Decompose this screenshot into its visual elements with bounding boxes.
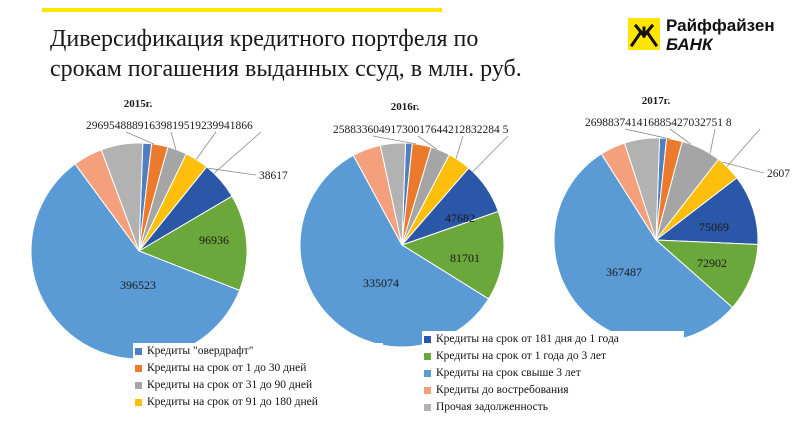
legend-label: Кредиты на срок от 31 до 90 дней — [147, 379, 313, 391]
pie-outer-label-row-1: 25883360491730017644212832284 5 — [333, 124, 509, 136]
legend-swatch — [424, 387, 431, 394]
legend-swatch — [135, 382, 142, 389]
leader-line-right-0 — [208, 167, 257, 176]
pie-title-2: 2017г. — [642, 95, 671, 107]
leader-line-1-0 — [372, 135, 417, 145]
leader-line-2-2 — [709, 128, 716, 154]
pie-slice-2-5 — [654, 239, 759, 309]
pie-chart-2: 75069 72902 367487 2017г. 269883741416885427… — [553, 95, 790, 343]
legend-label: Кредиты на срок от 1 до 30 дней — [147, 362, 307, 374]
leader-line-2-1 — [669, 128, 692, 145]
legend-left-item-3: Кредиты на срок от 91 до 180 дней — [133, 394, 383, 411]
pie-title-0: 2015г. — [124, 98, 153, 110]
legend-right-item-2: Кредиты на срок свыше 3 лет — [422, 365, 684, 382]
slide-title-line-1: Диверсификация кредитного портфеля по — [50, 26, 479, 52]
leader-line-2-0 — [624, 128, 671, 140]
leader-line-0-2 — [195, 131, 217, 160]
pie-outer-label-row-2: 269883741416885427032751 8 — [585, 117, 732, 129]
legend-swatch — [135, 399, 142, 406]
legend-left: Кредиты "овердрафт" Кредиты на срок от 1 … — [133, 343, 383, 411]
pie-outer-label-row-0: 29695488891639819519239941866 — [86, 120, 253, 132]
leader-line-0-3 — [213, 131, 262, 174]
title-accent-bar — [42, 8, 442, 12]
pie-data-label-2-5: 72902 — [697, 256, 727, 270]
legend-label: Кредиты "овердрафт" — [147, 345, 254, 357]
pie-slice-0-8 — [100, 142, 144, 252]
pie-data-label-1-6: 335074 — [363, 276, 399, 290]
logo-line-2: БАНК — [666, 35, 713, 54]
pie-slice-1-8 — [379, 142, 407, 246]
pie-data-label-1-4: 47682 — [445, 211, 475, 225]
leader-line-0-0 — [125, 131, 155, 145]
leader-line-2-3 — [726, 128, 761, 167]
pie-data-label-0-6: 396523 — [120, 278, 156, 292]
legend-left-item-2: Кредиты на срок от 31 до 90 дней — [133, 377, 383, 394]
pie-data-label-2-6: 367487 — [606, 265, 642, 279]
legend-label: Кредиты до востребования — [436, 384, 569, 396]
pie-slice-0-5 — [137, 195, 248, 292]
slide-title: Диверсификация кредитного портфеля по ср… — [50, 24, 610, 84]
legend-label: Кредиты на срок от 181 дня до 1 года — [436, 333, 619, 345]
legend-label: Кредиты на срок от 1 года до 3 лет — [436, 350, 606, 362]
legend-swatch — [135, 365, 142, 372]
raiffeisen-logo: Райффайзен БАНК — [628, 16, 798, 60]
logo-wordmark: Райффайзен БАНК — [666, 16, 798, 54]
legend-swatch — [424, 370, 431, 377]
pie-data-label-2-4: 75069 — [699, 220, 729, 234]
legend-label: Кредиты на срок свыше 3 лет — [436, 367, 581, 379]
legend-right-item-1: Кредиты на срок от 1 года до 3 лет — [422, 348, 684, 365]
leader-line-right-2 — [721, 161, 765, 174]
legend-swatch — [135, 348, 142, 355]
raiffeisen-gable-cross-icon — [628, 18, 660, 50]
pie-slice-0-6 — [30, 163, 241, 360]
pie-outer-label-right-2: 2607 — [767, 168, 790, 180]
leader-line-1-2 — [455, 135, 464, 159]
legend-label: Прочая задолженность — [436, 401, 549, 413]
legend-label: Кредиты на срок от 91 до 180 дней — [147, 396, 318, 408]
legend-right: Кредиты на срок от 181 дня до 1 года Кред… — [422, 331, 684, 416]
pie-chart-0: 96936 396523 2015г. 29695488891639819519239… — [30, 98, 288, 360]
pie-slice-2-6 — [553, 153, 734, 343]
legend-swatch — [424, 353, 431, 360]
legend-right-item-4: Прочая задолженность — [422, 399, 684, 416]
legend-swatch — [424, 404, 431, 411]
pie-outer-label-right-0: 38617 — [259, 170, 288, 182]
pie-title-1: 2016г. — [391, 101, 420, 113]
pie-slice-2-8 — [623, 137, 661, 241]
pie-data-label-1-5: 81701 — [450, 251, 480, 265]
logo-line-1: Райффайзен — [666, 16, 775, 35]
legend-left-item-1: Кредиты на срок от 1 до 30 дней — [133, 360, 383, 377]
legend-swatch — [424, 336, 431, 343]
legend-right-item-3: Кредиты до востребования — [422, 382, 684, 399]
pie-chart-1: 47682 81701 335074 2016г. 258833604917300176… — [299, 101, 509, 348]
leader-line-1-1 — [417, 135, 438, 150]
pie-slice-1-5 — [400, 210, 505, 300]
leader-line-1-3 — [472, 135, 509, 172]
pie-slice-2-4 — [654, 177, 759, 246]
legend-right-item-0: Кредиты на срок от 181 дня до 1 года — [422, 331, 684, 348]
pie-data-label-0-5: 96936 — [199, 233, 229, 247]
legend-left-item-0: Кредиты "овердрафт" — [133, 343, 383, 360]
slide-title-line-2: срокам погашения выданных ссуд, в млн. р… — [50, 56, 522, 82]
leader-line-0-1 — [170, 131, 177, 150]
